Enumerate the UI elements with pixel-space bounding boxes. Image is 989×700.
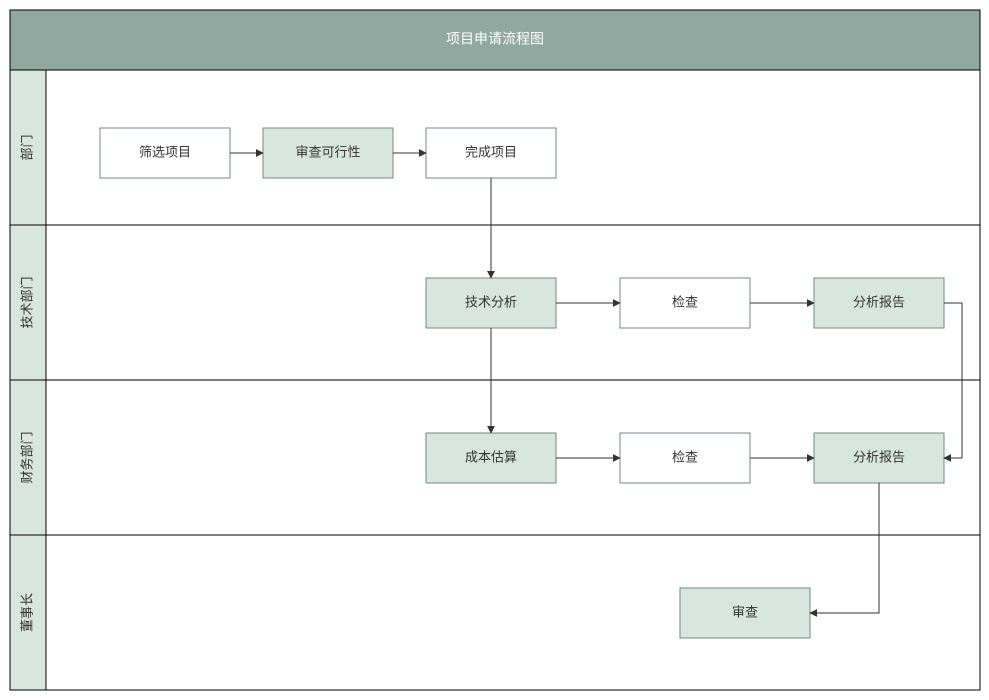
flow-node-label: 技术分析 bbox=[465, 294, 517, 309]
flow-node-label: 分析报告 bbox=[853, 294, 905, 309]
flow-node-label: 检查 bbox=[672, 294, 698, 309]
lane-label: 财务部门 bbox=[19, 431, 34, 483]
diagram-title: 项目申请流程图 bbox=[446, 31, 544, 47]
flow-node-label: 审查可行性 bbox=[295, 144, 360, 159]
lane-label: 部门 bbox=[19, 134, 34, 160]
flow-node-label: 审查 bbox=[732, 604, 758, 619]
flow-node-label: 分析报告 bbox=[853, 449, 905, 464]
flow-node-label: 完成项目 bbox=[465, 144, 517, 159]
flow-node-label: 检查 bbox=[672, 449, 698, 464]
lane-label: 董事长 bbox=[19, 593, 34, 632]
flowchart-diagram: 项目申请流程图部门技术部门财务部门董事长筛选项目审查可行性完成项目技术分析检查分… bbox=[0, 0, 989, 700]
flow-node-label: 成本估算 bbox=[465, 449, 517, 464]
flow-node-label: 筛选项目 bbox=[139, 144, 191, 159]
lane-label: 技术部门 bbox=[19, 276, 34, 328]
